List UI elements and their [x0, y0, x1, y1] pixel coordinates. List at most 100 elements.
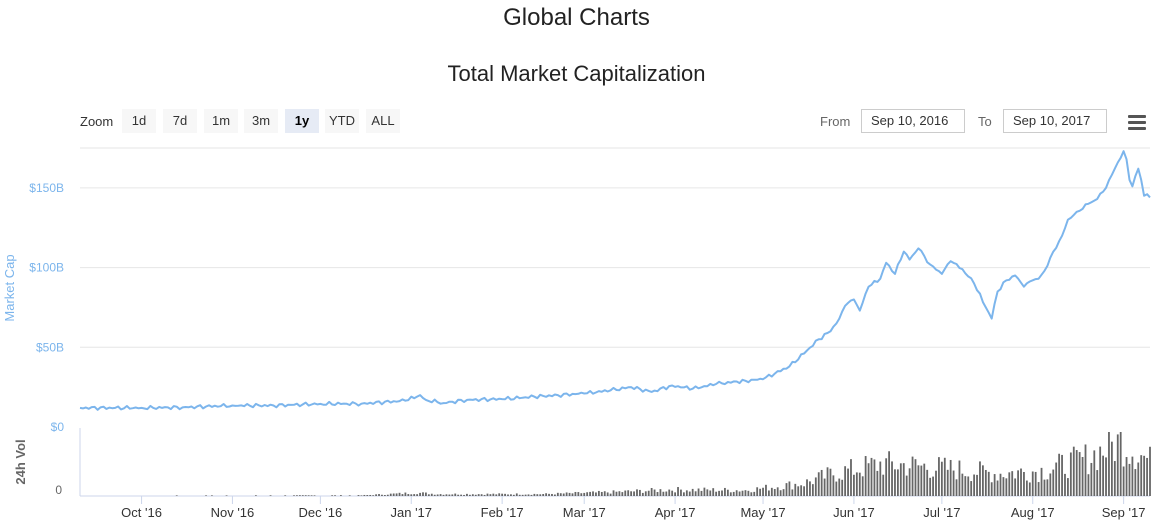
- volume-bar: [785, 483, 788, 496]
- volume-bar: [685, 490, 688, 496]
- y-tick-label: $0: [51, 420, 65, 434]
- volume-bar: [615, 491, 618, 496]
- volume-bar: [741, 490, 744, 496]
- volume-bar: [1081, 456, 1084, 496]
- volume-bar: [389, 493, 392, 496]
- volume-bar: [709, 490, 712, 496]
- volume-bar: [955, 479, 958, 496]
- volume-bar: [413, 494, 416, 496]
- volume-bar: [850, 459, 852, 496]
- volume-bar: [982, 465, 984, 496]
- volume-bar: [665, 491, 668, 496]
- volume-bar: [430, 493, 433, 496]
- volume-bar: [466, 493, 468, 496]
- volume-bar: [682, 492, 685, 496]
- volume-bar: [1137, 462, 1140, 496]
- volume-bar: [586, 492, 589, 496]
- volume-bar: [791, 489, 794, 496]
- volume-bar: [436, 494, 439, 496]
- volume-bar: [510, 494, 512, 496]
- volume-bar: [1096, 470, 1099, 496]
- volume-bar: [360, 495, 363, 496]
- volume-bar: [987, 471, 990, 496]
- volume-bar: [803, 486, 805, 496]
- volume-bar: [1025, 480, 1028, 496]
- volume-bar: [1122, 466, 1125, 496]
- volume-bar: [700, 490, 703, 496]
- volume-bar: [507, 494, 509, 496]
- volume-bar: [911, 456, 914, 496]
- volume-bar: [425, 492, 427, 496]
- volume-bar: [1099, 446, 1102, 496]
- volume-bar: [782, 489, 785, 496]
- volume-bar: [779, 490, 782, 496]
- volume-bar: [1023, 471, 1025, 496]
- volume-bar: [1058, 453, 1061, 496]
- volume-bar: [463, 494, 465, 496]
- zoom-button-1d[interactable]: 1d: [122, 109, 156, 133]
- volume-bar: [861, 476, 864, 496]
- volume-bar: [313, 495, 316, 496]
- volume-bar: [917, 465, 920, 496]
- volume-bar: [357, 495, 360, 496]
- volume-bar: [501, 493, 504, 496]
- volume-bar: [697, 488, 700, 496]
- volume-bar: [521, 494, 524, 496]
- zoom-button-1y[interactable]: 1y: [285, 109, 319, 133]
- volume-bar: [1090, 462, 1093, 496]
- volume-bar: [454, 493, 457, 496]
- volume-bar: [483, 494, 486, 496]
- volume-bar: [641, 492, 644, 496]
- volume-bar: [902, 463, 905, 496]
- volume-bar: [1011, 471, 1014, 496]
- volume-bar: [340, 495, 342, 496]
- volume-bar: [597, 490, 600, 496]
- x-tick-label: Sep '17: [1102, 505, 1146, 520]
- volume-bar: [885, 458, 888, 496]
- volume-bar: [923, 463, 926, 496]
- volume-bar: [460, 494, 462, 496]
- volume-bar: [724, 487, 726, 496]
- y-tick-label: $150B: [29, 181, 64, 195]
- volume-bar: [905, 475, 908, 496]
- volume-bar: [1052, 469, 1055, 496]
- chart-title: Total Market Capitalization: [447, 61, 706, 86]
- volume-bar: [744, 490, 747, 496]
- volume-bar: [512, 494, 515, 496]
- volume-bar: [765, 484, 767, 496]
- volume-bar: [768, 490, 770, 496]
- volume-bar: [398, 492, 401, 496]
- volume-bar: [451, 494, 454, 496]
- volume-bar: [1128, 463, 1131, 496]
- volume-bar: [721, 490, 723, 496]
- hamburger-menu-icon[interactable]: [1126, 114, 1148, 130]
- volume-bar: [668, 489, 671, 496]
- volume-bar: [996, 480, 999, 496]
- volume-bar: [383, 495, 386, 496]
- volume-bar: [407, 494, 410, 496]
- zoom-button-7d[interactable]: 7d: [163, 109, 197, 133]
- x-tick-label: Dec '16: [299, 505, 343, 520]
- from-date-input[interactable]: Sep 10, 2016: [861, 109, 965, 133]
- volume-bar: [929, 477, 932, 496]
- zoom-button-ytd[interactable]: YTD: [325, 109, 359, 133]
- volume-bar: [753, 491, 756, 496]
- zoom-button-all[interactable]: ALL: [366, 109, 400, 133]
- volume-bar: [392, 493, 395, 496]
- volume-bar: [606, 492, 609, 496]
- zoom-button-3m[interactable]: 3m: [244, 109, 278, 133]
- volume-bar: [1110, 441, 1113, 496]
- volume-bar: [979, 461, 981, 496]
- volume-bar: [1072, 446, 1075, 496]
- volume-bar: [225, 495, 228, 496]
- volume-bar: [735, 490, 738, 496]
- zoom-button-1m[interactable]: 1m: [204, 109, 238, 133]
- volume-bar: [1020, 468, 1022, 496]
- volume-bar: [984, 469, 987, 496]
- volume-bar: [304, 495, 307, 496]
- to-date-input[interactable]: Sep 10, 2017: [1003, 109, 1107, 133]
- zoom-label: Zoom: [80, 114, 114, 129]
- volume-bar: [518, 494, 521, 496]
- volume-bar: [600, 491, 603, 496]
